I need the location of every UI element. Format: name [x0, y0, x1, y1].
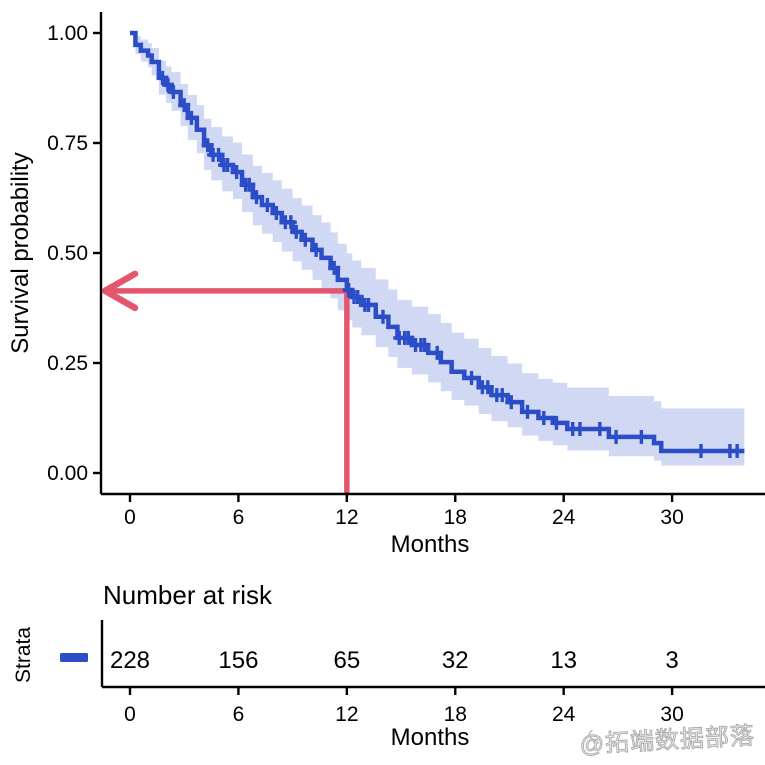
- risk-count-value: 65: [333, 647, 360, 674]
- x-tick-label: 0: [124, 506, 136, 529]
- ci-band-area: [130, 33, 745, 466]
- risk-tick-label: 0: [124, 703, 136, 726]
- risk-tick-group: 0 6 12 18 24 30: [124, 687, 684, 726]
- x-tick-label: 24: [552, 506, 576, 529]
- risk-table-title: Number at risk: [103, 580, 273, 610]
- risk-tick-label: 24: [552, 703, 576, 726]
- watermark-logo-icon: [588, 729, 600, 744]
- x-axis-title: Months: [391, 531, 470, 558]
- risk-count-value: 32: [442, 647, 469, 674]
- arrow-head-icon: [101, 270, 139, 312]
- annotation-arrow: [101, 270, 350, 493]
- risk-x-axis-title: Months: [391, 724, 470, 751]
- y-tick-label: 0.50: [47, 242, 88, 265]
- risk-tick-label: 12: [335, 703, 358, 726]
- risk-count-value: 228: [110, 647, 150, 674]
- y-tick-label: 1.00: [47, 22, 88, 45]
- censor-marks: [156, 70, 744, 458]
- y-tick-group: 1.00 0.75 0.50 0.25 0.00: [47, 22, 101, 485]
- y-tick-label: 0.75: [47, 132, 88, 155]
- watermark-text: @拓端数据部落: [579, 723, 756, 759]
- risk-count-value: 3: [665, 647, 678, 674]
- x-tick-label: 12: [335, 506, 358, 529]
- confidence-band: [130, 33, 745, 466]
- risk-table: Number at risk Strata 228 156 65 32 13 3 0 6 12…: [12, 580, 765, 751]
- main-plot: 0 6 12 18 24 30 1.00 0.75 0.50 0.25 0.00 Months S…: [7, 12, 765, 558]
- y-tick-label: 0.00: [47, 462, 88, 485]
- risk-axes: [100, 620, 765, 689]
- y-tick-label: 0.25: [47, 352, 88, 375]
- km-step-line: [130, 30, 745, 454]
- risk-tick-label: 6: [233, 703, 245, 726]
- risk-tick-label: 18: [444, 703, 467, 726]
- risk-count-value: 156: [218, 647, 258, 674]
- x-tick-group: 0 6 12 18 24 30: [124, 494, 684, 529]
- risk-count-value: 13: [550, 647, 577, 674]
- strata-axis-label: Strata: [12, 627, 35, 683]
- strata-legend-dash-icon: [60, 653, 88, 662]
- y-axis-title: Survival probability: [7, 152, 34, 353]
- risk-tick-label: 30: [660, 703, 683, 726]
- survival-curve: [130, 30, 745, 454]
- watermark: @拓端数据部落: [579, 722, 756, 759]
- x-tick-label: 6: [233, 506, 245, 529]
- risk-count-group: 228 156 65 32 13 3: [110, 647, 679, 674]
- x-tick-label: 30: [660, 506, 683, 529]
- x-tick-label: 18: [444, 506, 467, 529]
